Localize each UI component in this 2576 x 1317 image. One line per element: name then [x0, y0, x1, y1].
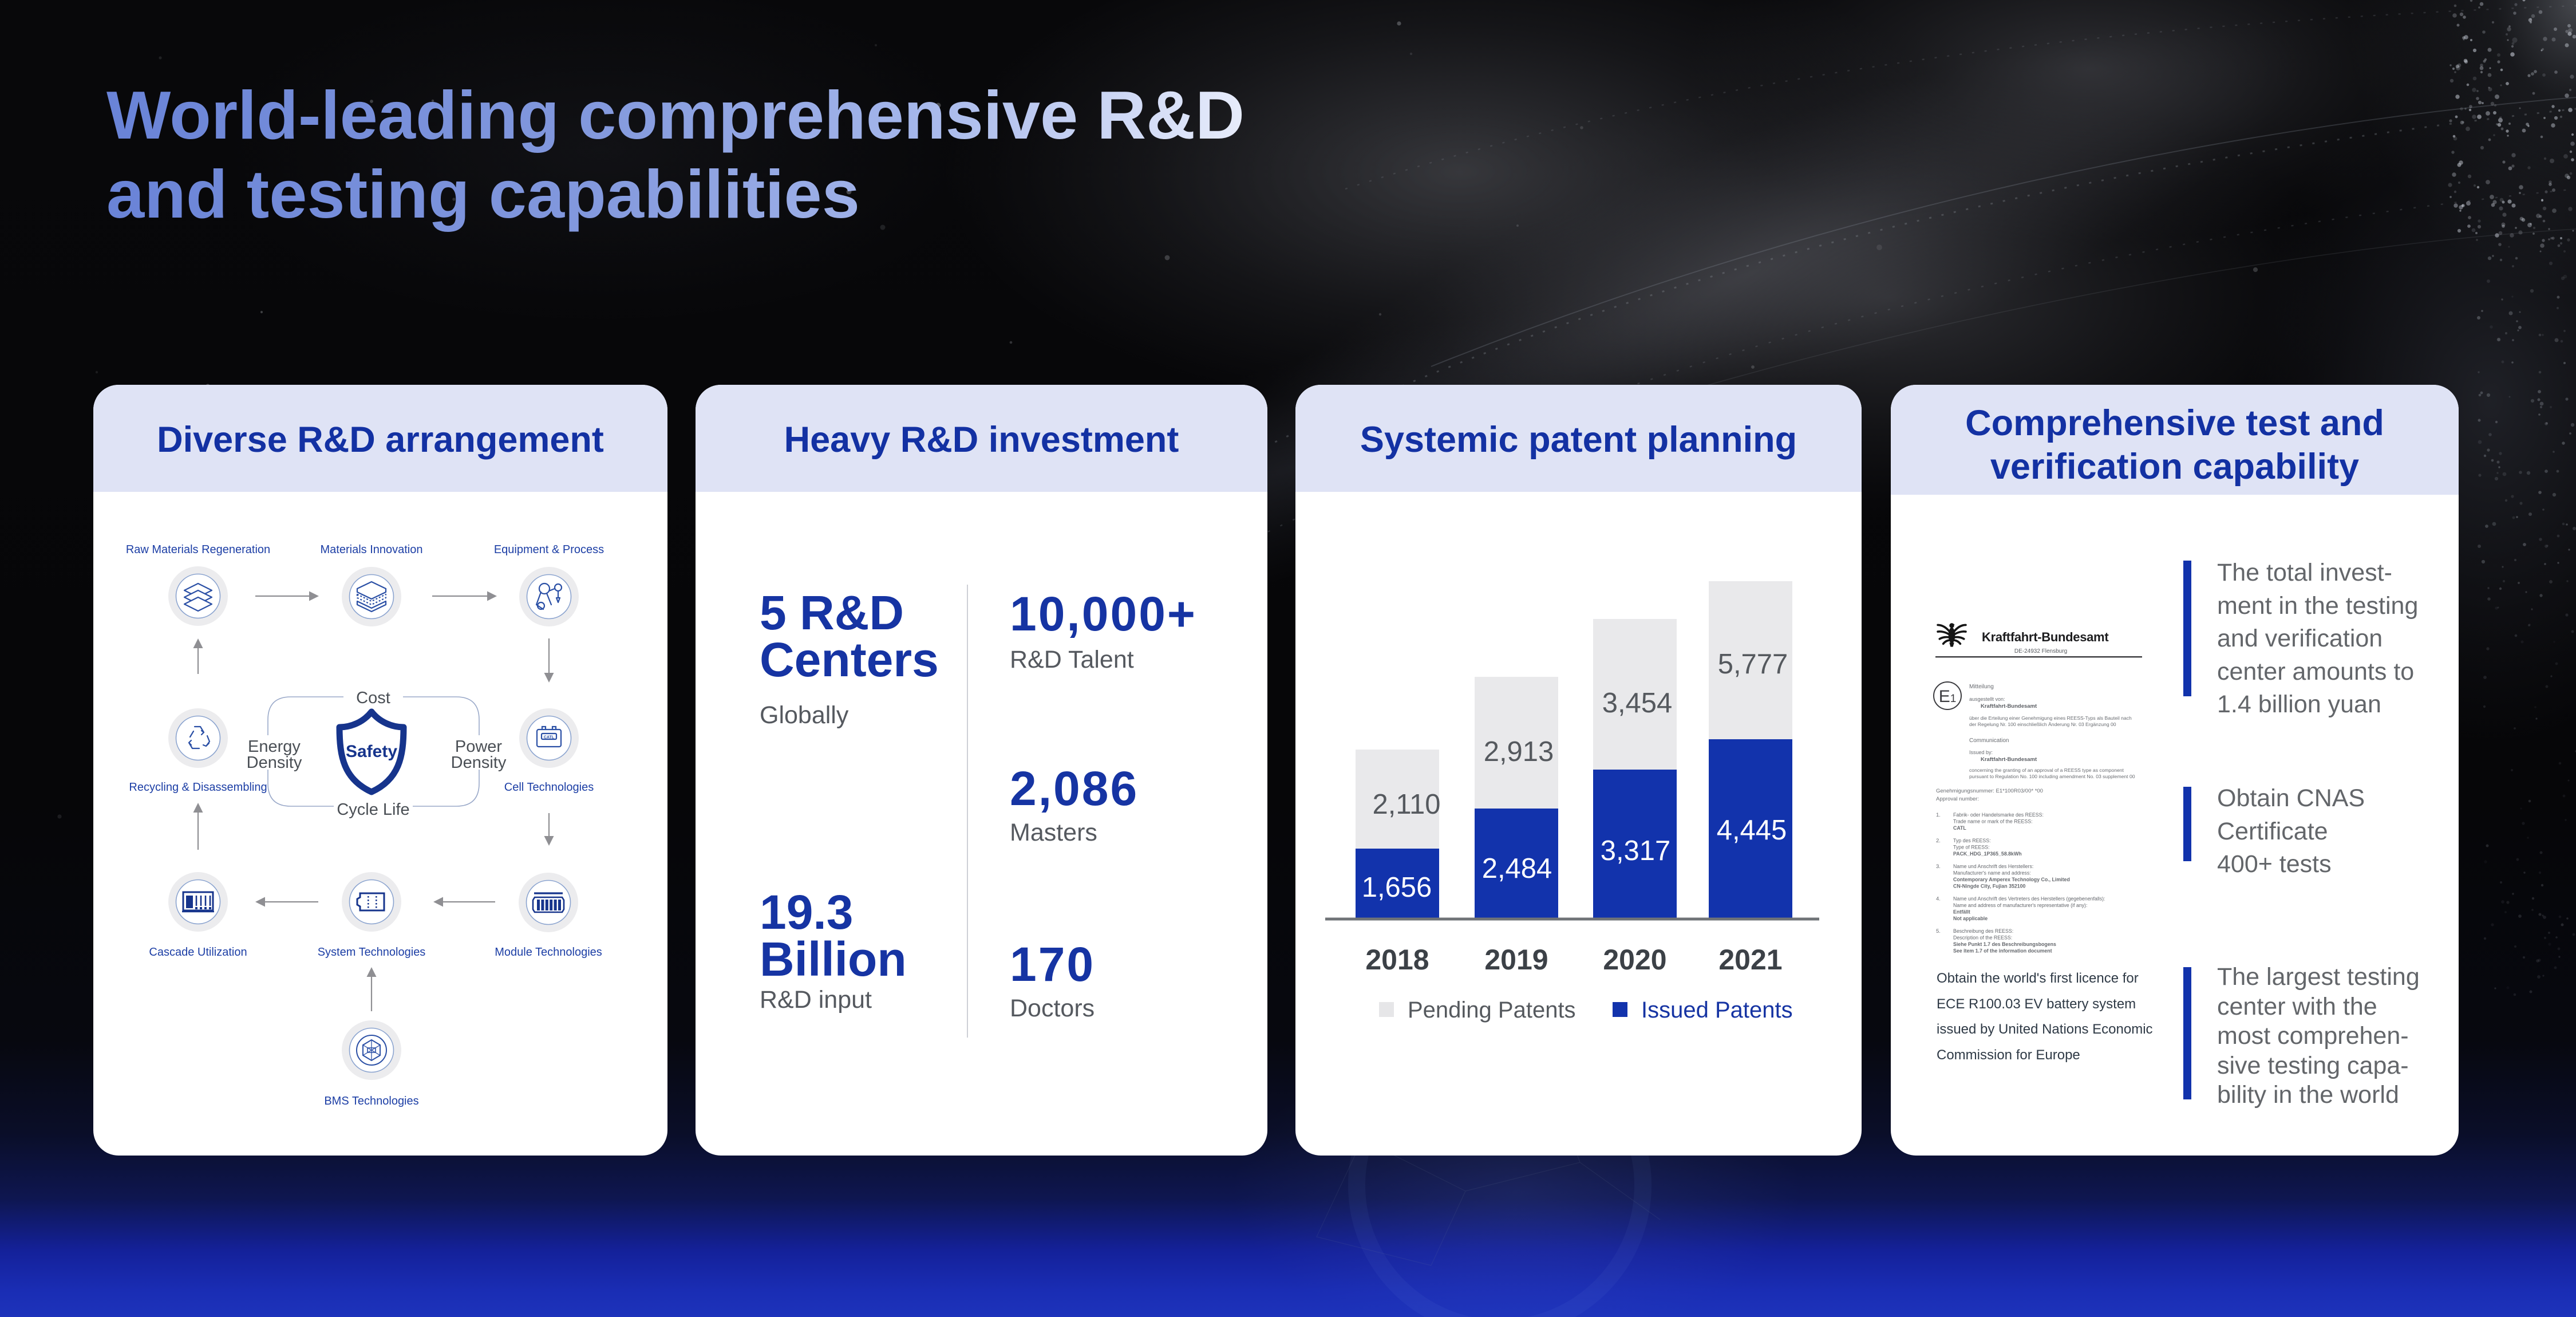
svg-text:3,317: 3,317 — [1601, 835, 1671, 866]
svg-text:4.: 4. — [1936, 896, 1941, 902]
svg-text:Cell Technologies: Cell Technologies — [504, 781, 594, 794]
svg-text:Recycling & Disassembling: Recycling & Disassembling — [129, 781, 267, 794]
svg-text:Pending Patents: Pending Patents — [1408, 997, 1576, 1023]
svg-text:CATL: CATL — [1953, 825, 1966, 831]
svg-text:Equipment & Process: Equipment & Process — [494, 543, 604, 556]
svg-text:Not applicable: Not applicable — [1953, 916, 1988, 921]
svg-text:Typ des REESS:: Typ des REESS: — [1953, 838, 1991, 843]
svg-text:Energy: Energy — [248, 738, 301, 756]
svg-text:Genehmigungsnummer: E1*100R03/: Genehmigungsnummer: E1*100R03/00* *00 — [1936, 788, 2043, 794]
svg-text:Issued by:: Issued by: — [1969, 750, 1993, 755]
svg-text:DE-24932 Flensburg: DE-24932 Flensburg — [2014, 648, 2067, 654]
svg-text:Cost: Cost — [356, 689, 390, 707]
svg-text:Density: Density — [247, 754, 302, 772]
svg-text:4,445: 4,445 — [1717, 815, 1787, 846]
svg-text:CN-Ningde City, Fujian 352100: CN-Ningde City, Fujian 352100 — [1953, 884, 2026, 889]
svg-text:Description of the REESS:: Description of the REESS: — [1953, 935, 2012, 941]
svg-text:Raw Materials Regeneration: Raw Materials Regeneration — [126, 543, 270, 556]
svg-text:2021: 2021 — [1718, 944, 1782, 976]
svg-text:2,110: 2,110 — [1373, 789, 1441, 820]
svg-text:System Technologies: System Technologies — [318, 946, 426, 959]
svg-text:Beschreibung des REESS:: Beschreibung des REESS: — [1953, 928, 2013, 934]
svg-text:2018: 2018 — [1365, 944, 1429, 976]
svg-text:3.: 3. — [1936, 863, 1941, 870]
svg-text:Manufacturer's name and addres: Manufacturer's name and address: — [1953, 870, 2031, 876]
svg-text:Entfällt: Entfällt — [1953, 909, 1970, 915]
svg-text:1.: 1. — [1936, 812, 1941, 818]
svg-text:Contemporary Amperex Technolog: Contemporary Amperex Technology Co., Lim… — [1953, 877, 2070, 882]
svg-text:Approval number:: Approval number: — [1936, 796, 1979, 802]
svg-text:5,777: 5,777 — [1718, 649, 1788, 680]
svg-text:Cascade Utilization: Cascade Utilization — [149, 946, 247, 959]
svg-text:1,656: 1,656 — [1362, 872, 1432, 903]
svg-text:Mitteilung: Mitteilung — [1969, 684, 1994, 690]
svg-text:Communication: Communication — [1969, 738, 2009, 744]
svg-text:Materials Innovation: Materials Innovation — [321, 543, 423, 556]
svg-text:Power: Power — [455, 738, 503, 756]
svg-text:CATL: CATL — [544, 736, 555, 740]
svg-text:2,913: 2,913 — [1484, 736, 1554, 767]
svg-text:Fabrik- oder Handelsmarke des: Fabrik- oder Handelsmarke des REESS: — [1953, 812, 2044, 818]
svg-text:Name and address of manufactur: Name and address of manufacturer's repre… — [1953, 902, 2087, 908]
svg-text:der Regelung Nr. 100 einschlie: der Regelung Nr. 100 einschließlich Ände… — [1969, 721, 2116, 727]
svg-text:Siehe Punkt 1.7 des Beschreibu: Siehe Punkt 1.7 des Beschreibungsbogens — [1953, 941, 2056, 947]
svg-text:Trade name or mark of the REES: Trade name or mark of the REESS: — [1953, 819, 2033, 825]
svg-text:Cycle Life: Cycle Life — [337, 801, 409, 819]
svg-text:Density: Density — [451, 754, 507, 772]
svg-text:2,484: 2,484 — [1482, 853, 1552, 884]
svg-text:Kraftfahrt-Bundesamt: Kraftfahrt-Bundesamt — [1981, 703, 2037, 709]
svg-text:3,454: 3,454 — [1602, 688, 1673, 719]
svg-text:concerning the granting of an: concerning the granting of an approval o… — [1969, 767, 2124, 773]
svg-text:Module Technologies: Module Technologies — [495, 946, 602, 959]
svg-text:PACK_HDG_1P365_58.8kWh: PACK_HDG_1P365_58.8kWh — [1953, 851, 2022, 857]
svg-text:ausgestellt von:: ausgestellt von: — [1969, 696, 2005, 702]
svg-text:Kraftfahrt-Bundesamt: Kraftfahrt-Bundesamt — [1981, 756, 2037, 763]
svg-text:See item 1.7 of the informatio: See item 1.7 of the information document — [1953, 948, 2052, 954]
svg-text:Kraftfahrt-Bundesamt: Kraftfahrt-Bundesamt — [1982, 630, 2109, 644]
svg-text:2020: 2020 — [1603, 944, 1666, 976]
svg-text:2.: 2. — [1936, 838, 1941, 844]
svg-text:2019: 2019 — [1484, 944, 1548, 976]
svg-text:Issued Patents: Issued Patents — [1641, 997, 1793, 1023]
svg-text:BMS Technologies: BMS Technologies — [324, 1095, 418, 1107]
svg-text:Type of REESS:: Type of REESS: — [1953, 845, 1990, 850]
svg-text:Safety: Safety — [346, 742, 397, 761]
svg-text:5.: 5. — [1936, 928, 1941, 934]
svg-text:pursuant to Regulation No. 100: pursuant to Regulation No. 100 including… — [1969, 774, 2135, 779]
svg-text:Name und Anschrift des Vertret: Name und Anschrift des Vertreters des He… — [1953, 896, 2105, 902]
svg-text:E1: E1 — [1939, 687, 1957, 706]
svg-text:über die Erteilung einer Geneh: über die Erteilung einer Genehmigung ein… — [1969, 715, 2132, 721]
svg-text:Name und Anschrift des Herstel: Name und Anschrift des Herstellers: — [1953, 863, 2033, 869]
